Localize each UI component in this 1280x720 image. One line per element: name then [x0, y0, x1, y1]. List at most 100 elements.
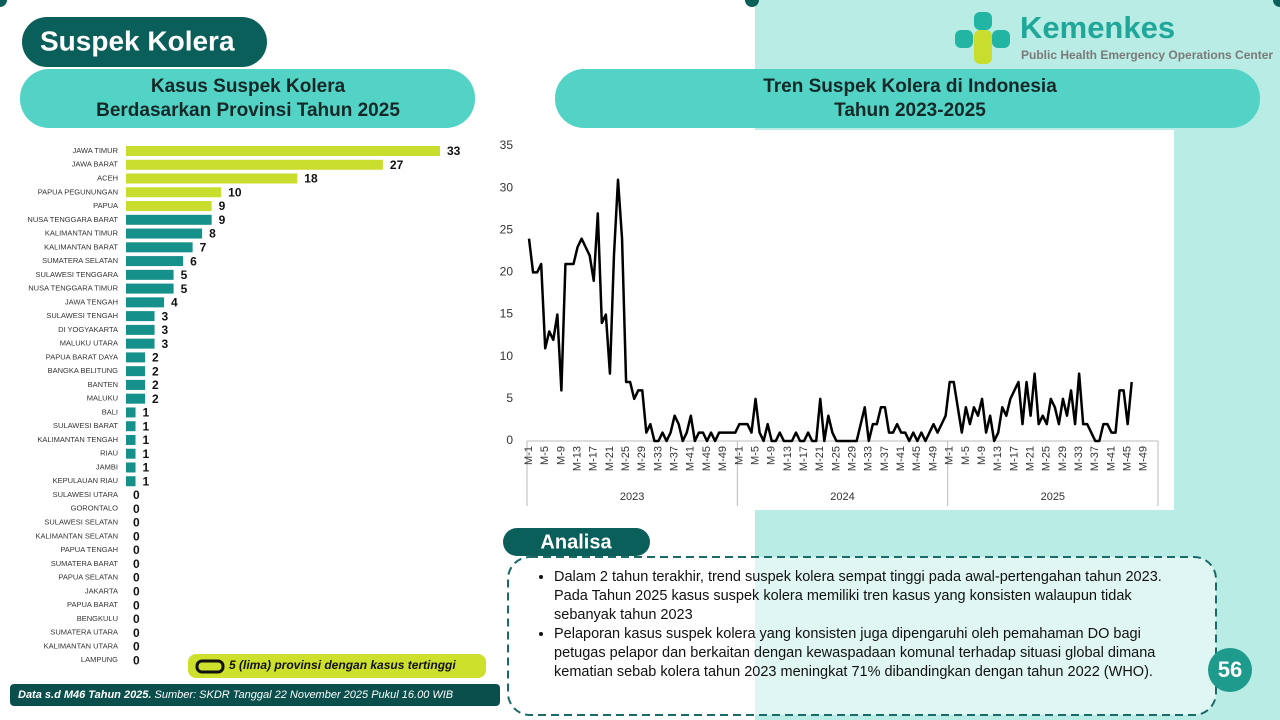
y-tick-label: JAWA TIMUR [72, 146, 118, 155]
data-label: 1 [143, 433, 150, 447]
x-tick-label: M-37 [879, 446, 891, 471]
title-pill [22, 17, 267, 67]
bar [126, 173, 298, 184]
page-badge [1208, 648, 1252, 692]
x-tick-label: M-45 [911, 446, 923, 471]
y-tick-label: SUMATERA SELATAN [42, 256, 118, 265]
x-tick-label: M-25 [1041, 446, 1053, 471]
y-tick-label: DI YOGYAKARTA [58, 325, 118, 334]
y-tick-label: PAPUA PEGUNUNGAN [38, 187, 118, 196]
data-label: 1 [143, 406, 150, 420]
analysis-list: Dalam 2 tahun terakhir, trend suspek kol… [518, 568, 1190, 682]
y-tick-label: KALIMANTAN UTARA [44, 641, 118, 650]
data-label: 0 [133, 502, 140, 516]
analysis-point: Pelaporan kasus suspek kolera yang konsi… [554, 625, 1190, 682]
logo-tagline: Public Health Emergency Operations Cente… [1021, 48, 1273, 62]
x-tick-label: M-5 [539, 446, 551, 465]
logo-part [974, 30, 992, 64]
data-label: 0 [133, 612, 140, 626]
data-label: 27 [390, 158, 404, 172]
y-tick-label: BALI [102, 407, 118, 416]
data-label: 0 [133, 529, 140, 543]
y-tick-label: JAKARTA [85, 586, 118, 595]
y-tick-label: 20 [500, 265, 514, 279]
bar [126, 269, 174, 280]
corner-dot [0, 0, 7, 7]
y-tick-label: SULAWESI TENGGARA [35, 270, 118, 279]
bar [126, 228, 203, 239]
data-label: 6 [190, 254, 197, 268]
data-label: 5 [181, 268, 188, 282]
bar [126, 242, 193, 253]
logo-part [974, 12, 992, 30]
x-tick-label: M-17 [1008, 446, 1020, 471]
bar [126, 421, 136, 432]
y-tick-label: JAWA BARAT [72, 160, 119, 169]
y-tick-label: 35 [500, 138, 514, 152]
group-label: 2023 [620, 491, 644, 503]
y-tick-label: SUMATERA BARAT [51, 559, 119, 568]
analysis-point: Dalam 2 tahun terakhir, trend suspek kol… [554, 568, 1190, 625]
data-label: 3 [162, 337, 169, 351]
footer-bar [10, 684, 500, 706]
chart-title: Kasus Suspek Kolera [151, 76, 346, 97]
y-tick-label: KALIMANTAN TIMUR [45, 229, 119, 238]
x-tick-label: M-5 [960, 446, 972, 465]
x-tick-label: M-49 [927, 446, 939, 471]
bar [126, 256, 184, 267]
data-label: 0 [133, 516, 140, 530]
x-tick-label: M-33 [863, 446, 875, 471]
trend-line [527, 178, 1133, 443]
y-tick-label: MALUKU UTARA [60, 339, 118, 348]
logo-part [992, 30, 1010, 48]
y-tick-label: PAPUA BARAT [67, 600, 118, 609]
x-tick-label: M-21 [1024, 446, 1036, 471]
legend-label: 5 (lima) provinsi dengan kasus tertinggi [229, 658, 456, 672]
x-tick-label: M-13 [992, 446, 1004, 471]
x-tick-label: M-13 [571, 446, 583, 471]
y-tick-label: 25 [500, 222, 514, 236]
data-label: 3 [162, 323, 169, 337]
bar [126, 476, 136, 487]
x-tick-label: M-29 [1057, 446, 1069, 471]
analysis-box [507, 556, 1217, 716]
data-label: 2 [152, 392, 159, 406]
y-tick-label: KALIMANTAN SELATAN [35, 531, 118, 540]
logo-part [955, 30, 973, 48]
y-tick-label: PAPUA TENGAH [60, 545, 118, 554]
y-tick-label: 30 [500, 180, 514, 194]
data-label: 10 [228, 185, 242, 199]
bar [126, 214, 212, 225]
y-tick-label: PAPUA SELATAN [58, 573, 118, 582]
y-tick-label: GORONTALO [71, 504, 119, 513]
y-tick-label: KALIMANTAN TENGAH [37, 435, 118, 444]
y-tick-label: 0 [506, 433, 513, 447]
y-tick-label: 5 [506, 391, 513, 405]
data-label: 2 [152, 364, 159, 378]
logo-icon [955, 12, 1010, 64]
y-tick-label: SULAWESI TENGAH [46, 311, 118, 320]
data-label: 8 [209, 227, 216, 241]
x-tick-label: M-33 [652, 446, 664, 471]
data-label: 2 [152, 351, 159, 365]
data-label: 1 [143, 474, 150, 488]
data-label: 0 [133, 598, 140, 612]
subtitle-pill [20, 69, 475, 128]
x-tick-label: M-25 [830, 446, 842, 471]
data-label: 7 [200, 240, 207, 254]
data-label: 9 [219, 199, 226, 213]
x-tick-label: M-37 [1089, 446, 1101, 471]
y-tick-label: LAMPUNG [81, 655, 118, 664]
data-label: 0 [133, 584, 140, 598]
y-tick-label: BANGKA BELITUNG [48, 366, 119, 375]
data-label: 0 [133, 571, 140, 585]
y-tick-label: KEPULAUAN RIAU [53, 476, 118, 485]
analysis-title: Analisa [540, 531, 612, 553]
x-tick-label: M-49 [717, 446, 729, 471]
x-tick-label: M-9 [976, 446, 988, 465]
x-tick-label: M-29 [636, 446, 648, 471]
y-tick-label: NUSA TENGGARA BARAT [27, 215, 118, 224]
y-tick-label: BENGKULU [77, 614, 118, 623]
data-label: 0 [133, 488, 140, 502]
